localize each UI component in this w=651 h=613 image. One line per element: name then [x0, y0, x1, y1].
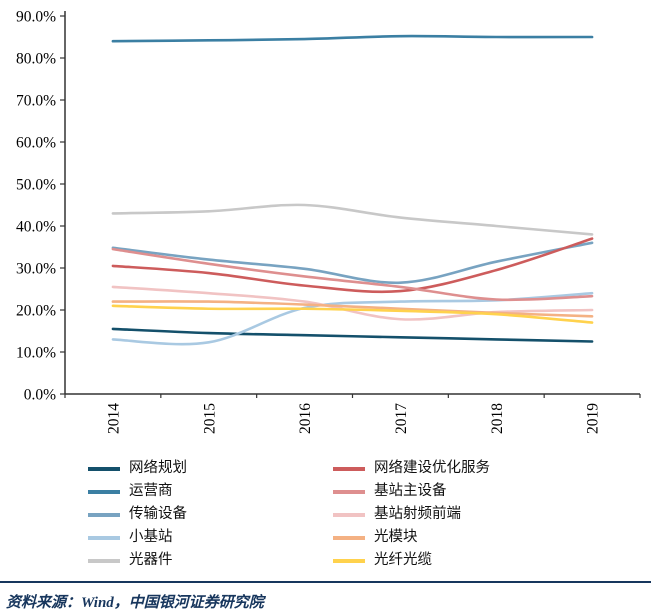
y-tick-label: 30.0%	[16, 261, 56, 278]
series-line-0	[111, 327, 594, 343]
chart-legend: 网络规划 运营商 传输设备 小基站 光器件 网络建设优化服务 基站主设备 基站	[88, 457, 651, 572]
legend-label: 网络规划	[129, 460, 187, 477]
legend-item: 网络规划	[88, 461, 333, 476]
legend-item: 传输设备	[88, 507, 333, 522]
series-line-6	[111, 247, 594, 302]
y-tick-label: 70.0%	[16, 93, 56, 110]
legend-swatch	[333, 512, 365, 517]
legend-item: 小基站	[88, 530, 333, 545]
legend-label: 基站主设备	[374, 483, 447, 500]
y-tick-label: 80.0%	[16, 51, 56, 68]
series-line-2	[111, 241, 594, 285]
legend-item: 基站主设备	[333, 484, 633, 499]
legend-swatch	[88, 535, 120, 540]
legend-label: 小基站	[129, 529, 173, 546]
legend-label: 网络建设优化服务	[374, 460, 490, 477]
series-line-9	[111, 304, 594, 324]
legend-item: 网络建设优化服务	[333, 461, 633, 476]
legend-item: 光模块	[333, 530, 633, 545]
x-tick-label: 2014	[105, 403, 122, 434]
y-tick-label: 90.0%	[16, 9, 56, 26]
legend-swatch	[88, 466, 120, 471]
x-tick-label: 2015	[201, 403, 218, 434]
y-tick-label: 60.0%	[16, 135, 56, 152]
y-tick-label: 40.0%	[16, 219, 56, 236]
legend-item: 基站射频前端	[333, 507, 633, 522]
x-tick-label: 2019	[585, 403, 602, 434]
y-tick-label: 0.0%	[24, 387, 56, 404]
legend-label: 运营商	[129, 483, 173, 500]
legend-label: 光纤光缆	[374, 552, 432, 569]
legend-label: 光模块	[374, 529, 418, 546]
x-tick-label: 2017	[393, 403, 410, 434]
line-chart: 0.0% 10.0% 20.0% 30.0% 40.0% 50.0% 60.0% 70.0% 8…	[16, 9, 641, 434]
legend-swatch	[88, 558, 120, 563]
legend-label: 基站射频前端	[374, 506, 461, 523]
series-line-8	[111, 300, 594, 318]
series-line-7	[111, 285, 594, 321]
legend-swatch	[88, 512, 120, 517]
series-line-5	[111, 237, 594, 294]
source-note: 资料来源：Wind，中国银河证券研究院	[6, 595, 264, 611]
y-tick-label: 10.0%	[16, 345, 56, 362]
source-divider	[0, 581, 651, 583]
legend-item: 光器件	[88, 553, 333, 568]
y-tick-label: 20.0%	[16, 303, 56, 320]
series-line-1	[111, 34, 594, 43]
legend-swatch	[333, 489, 365, 494]
x-tick-label: 2016	[297, 403, 314, 434]
legend-swatch	[333, 558, 365, 563]
x-tick-label: 2018	[489, 403, 506, 434]
legend-swatch	[333, 535, 365, 540]
legend-label: 传输设备	[129, 506, 187, 523]
legend-swatch	[88, 489, 120, 494]
legend-swatch	[333, 466, 365, 471]
series-line-4	[111, 203, 594, 236]
legend-label: 光器件	[129, 552, 173, 569]
legend-item: 运营商	[88, 484, 333, 499]
legend-item: 光纤光缆	[333, 553, 633, 568]
y-tick-label: 50.0%	[16, 177, 56, 194]
